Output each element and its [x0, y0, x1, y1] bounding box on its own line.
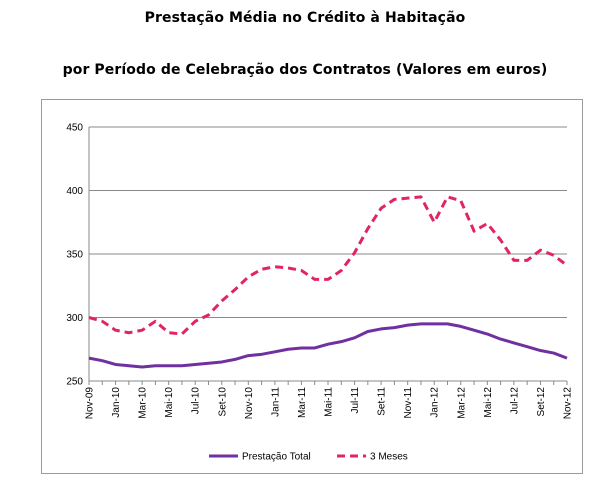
x-tick-label: Jan-10: [111, 387, 122, 418]
x-tick-label: Jan-11: [270, 387, 281, 417]
y-tick-label: 350: [66, 250, 83, 261]
x-tick-label: Set-11: [377, 387, 388, 416]
x-tick-label: Nov-09: [85, 387, 96, 420]
x-tick-label: Mai-12: [483, 387, 494, 418]
legend-label: Prestação Total: [242, 452, 311, 463]
y-tick-labels: 250 300 350 400 450: [66, 123, 83, 388]
legend: Prestação Total 3 Meses: [209, 452, 408, 463]
x-tick-label: Mai-11: [324, 387, 335, 417]
gridlines: [89, 126, 567, 318]
y-tick-label: 400: [66, 186, 83, 197]
x-tick-labels: Nov-09 Jan-10 Mar-10 Mai-10 Jul-10 Set-10 Nov-…: [85, 387, 574, 420]
legend-label: 3 Meses: [370, 452, 408, 463]
x-tick-label: Mar-12: [456, 387, 467, 419]
x-tick-label: Jul-11: [350, 387, 361, 414]
x-tick-label: Jul-12: [509, 387, 520, 415]
x-tick-label: Nov-10: [244, 387, 255, 420]
x-tick-label: Nov-11: [403, 387, 414, 419]
x-tick-label: Mar-10: [138, 387, 149, 419]
series-line: [88, 322, 568, 369]
series-line: [88, 195, 568, 336]
x-tick-label: Jan-12: [430, 387, 441, 418]
x-tick-label: Mai-10: [164, 387, 175, 418]
y-tick-label: 300: [66, 313, 83, 324]
chart-subtitle: por Período de Celebração dos Contratos …: [62, 62, 548, 78]
chart-frame: [41, 99, 583, 474]
x-tick-label: Set-10: [217, 387, 228, 417]
chart-title: Prestação Média no Crédito à Habitação: [144, 10, 466, 26]
x-tick-label: Nov-12: [563, 387, 574, 420]
axes: [88, 127, 568, 385]
x-tick-label: Mar-11: [297, 387, 308, 418]
series-lines: [88, 195, 568, 369]
x-tick-label: Set-12: [536, 387, 547, 417]
y-tick-label: 450: [66, 123, 83, 134]
y-tick-label: 250: [66, 377, 83, 388]
x-tick-label: Jul-10: [191, 387, 202, 415]
